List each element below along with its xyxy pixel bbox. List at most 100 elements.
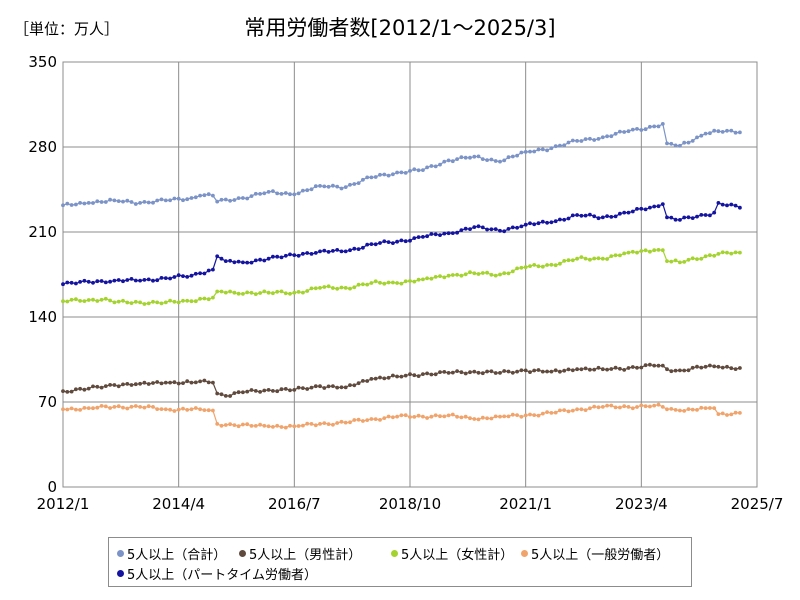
data-point — [215, 199, 220, 204]
data-point — [468, 416, 472, 421]
data-point — [176, 407, 181, 412]
data-point — [712, 210, 717, 215]
data-point — [536, 368, 541, 372]
legend-label: 5人以上（合計） — [127, 548, 227, 563]
data-point — [703, 364, 708, 369]
data-point — [335, 385, 340, 390]
data-point — [189, 299, 194, 304]
data-point — [708, 253, 712, 258]
x-tick-label: 2014/4 — [152, 495, 205, 513]
data-point — [669, 141, 674, 146]
data-point — [399, 281, 404, 286]
data-point — [536, 147, 541, 152]
data-point — [335, 248, 340, 252]
data-point — [125, 382, 130, 386]
x-tick-label: 2021/1 — [499, 495, 552, 513]
data-point — [485, 270, 489, 275]
data-point — [476, 154, 481, 159]
data-point — [382, 416, 387, 420]
data-point — [703, 213, 708, 217]
data-point — [236, 291, 241, 296]
data-point — [382, 376, 387, 381]
data-point — [545, 410, 549, 414]
data-point — [339, 285, 344, 290]
data-point — [515, 266, 519, 271]
legend-entry: 5人以上（女性計） — [391, 544, 513, 563]
data-point — [279, 255, 284, 260]
data-point — [485, 369, 489, 374]
data-point — [146, 382, 151, 386]
data-point — [421, 277, 425, 282]
series-3 — [61, 402, 742, 430]
data-point — [399, 170, 404, 175]
data-point — [86, 406, 91, 410]
data-point — [121, 199, 125, 204]
data-point — [103, 280, 108, 285]
data-point — [596, 405, 601, 410]
data-point — [605, 214, 609, 219]
data-point — [455, 414, 459, 419]
data-point — [438, 233, 442, 238]
data-point — [168, 380, 173, 385]
data-point — [65, 407, 70, 412]
data-point — [480, 225, 485, 230]
data-point — [729, 412, 734, 417]
data-point — [605, 403, 609, 408]
data-point — [108, 298, 112, 303]
data-point — [249, 260, 254, 265]
data-point — [262, 191, 267, 196]
data-point — [592, 138, 597, 142]
data-point — [241, 292, 245, 296]
data-point — [279, 192, 284, 196]
series-2 — [61, 248, 742, 306]
data-point — [275, 423, 280, 428]
data-point — [712, 253, 717, 258]
data-point — [613, 131, 618, 136]
data-point — [716, 412, 721, 416]
data-point — [549, 411, 554, 415]
data-point — [241, 422, 245, 427]
data-point — [241, 196, 245, 200]
data-point — [142, 302, 147, 306]
data-point — [103, 384, 108, 388]
data-point — [528, 370, 532, 374]
data-point — [498, 228, 502, 233]
data-point — [540, 411, 545, 416]
data-point — [326, 422, 331, 426]
data-point — [335, 421, 340, 425]
data-point — [729, 366, 734, 371]
data-point — [660, 248, 665, 253]
data-point — [575, 256, 579, 261]
data-point — [369, 281, 374, 285]
data-point — [669, 407, 674, 411]
data-point — [168, 407, 173, 412]
data-point — [211, 295, 215, 300]
data-point — [253, 424, 258, 428]
data-point — [275, 191, 280, 196]
data-point — [275, 289, 280, 294]
data-point — [112, 405, 117, 409]
data-point — [262, 423, 267, 428]
data-point — [116, 404, 121, 409]
data-point — [725, 250, 729, 255]
data-point — [69, 203, 74, 207]
data-point — [155, 380, 160, 384]
data-point — [455, 272, 459, 277]
data-point — [275, 254, 280, 259]
data-point — [69, 280, 74, 285]
data-point — [219, 423, 224, 428]
data-point — [682, 260, 687, 264]
data-point — [395, 281, 399, 285]
data-point — [648, 249, 652, 254]
data-point — [185, 298, 190, 303]
data-point — [142, 200, 147, 204]
data-point — [639, 128, 644, 132]
data-point — [438, 414, 442, 419]
data-point — [65, 201, 70, 206]
y-tick-label: 0 — [47, 478, 57, 496]
data-point — [151, 278, 155, 283]
data-point — [416, 277, 421, 282]
data-point — [695, 364, 699, 369]
data-point — [331, 384, 335, 388]
data-point — [116, 199, 121, 204]
